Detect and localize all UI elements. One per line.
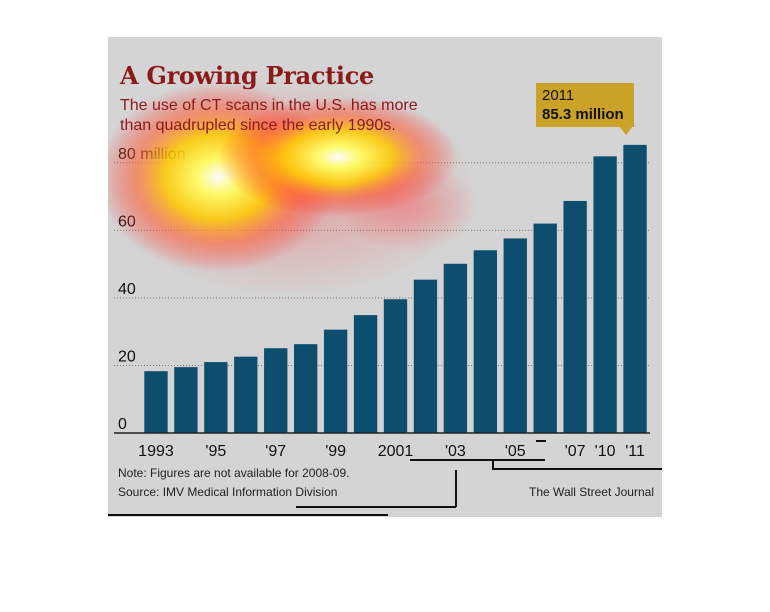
chart-plot: 0 20 40 60 80 million 1993 '95 '97 '99 2001 '03 '05… bbox=[114, 144, 650, 460]
chart-card: 0 20 40 60 80 million 1993 '95 '97 '99 2001 '03 '05… bbox=[108, 37, 662, 517]
bar bbox=[563, 200, 587, 433]
y-tick-label: 40 bbox=[118, 281, 136, 298]
x-tick-label: '03 bbox=[445, 443, 466, 460]
bar bbox=[623, 144, 647, 433]
x-tick-label: 2001 bbox=[378, 443, 414, 460]
bar bbox=[293, 344, 318, 433]
x-tick-label: '07 bbox=[565, 443, 586, 460]
value-callout: 2011 85.3 million bbox=[536, 83, 634, 127]
y-tick-label: 80 million bbox=[118, 146, 186, 163]
bar bbox=[234, 356, 258, 433]
x-tick-label: '10 bbox=[595, 443, 616, 460]
annotation-stroke bbox=[410, 459, 545, 461]
bar bbox=[174, 367, 198, 433]
x-tick-label: '99 bbox=[325, 443, 346, 460]
y-tick-label: 60 bbox=[118, 213, 136, 230]
bar bbox=[593, 156, 617, 434]
callout-year: 2011 bbox=[542, 87, 575, 104]
bar bbox=[323, 329, 348, 433]
annotation-stroke bbox=[492, 460, 494, 469]
x-tick-label: 1993 bbox=[138, 443, 174, 460]
chart-note: Note: Figures are not available for 2008… bbox=[118, 466, 350, 480]
y-tick-label: 20 bbox=[118, 348, 136, 365]
x-tick-label: '05 bbox=[505, 443, 526, 460]
bar bbox=[204, 362, 228, 433]
callout-value: 85.3 million bbox=[542, 106, 624, 123]
annotation-stroke bbox=[296, 506, 456, 508]
publisher-credit: The Wall Street Journal bbox=[529, 485, 654, 499]
x-tick-label: '97 bbox=[265, 443, 286, 460]
bar bbox=[413, 279, 438, 433]
x-tick-label: '95 bbox=[205, 443, 226, 460]
bar bbox=[264, 348, 288, 433]
chart-subtitle: The use of CT scans in the U.S. has more… bbox=[120, 97, 418, 134]
bar bbox=[533, 223, 557, 433]
y-tick-label: 0 bbox=[118, 416, 127, 433]
bar bbox=[503, 238, 527, 433]
bar bbox=[383, 299, 408, 433]
annotation-stroke bbox=[536, 440, 546, 442]
annotation-stroke bbox=[108, 514, 388, 516]
bar bbox=[443, 263, 468, 433]
annotation-stroke bbox=[455, 470, 457, 507]
chart-source: Source: IMV Medical Information Division bbox=[118, 485, 338, 499]
callout-pointer bbox=[620, 127, 632, 135]
chart-title: A Growing Practice bbox=[120, 61, 375, 90]
x-tick-label: '11 bbox=[625, 443, 645, 460]
bar bbox=[353, 315, 378, 433]
bar bbox=[144, 371, 168, 433]
annotation-stroke bbox=[492, 468, 662, 470]
bar bbox=[473, 250, 498, 433]
